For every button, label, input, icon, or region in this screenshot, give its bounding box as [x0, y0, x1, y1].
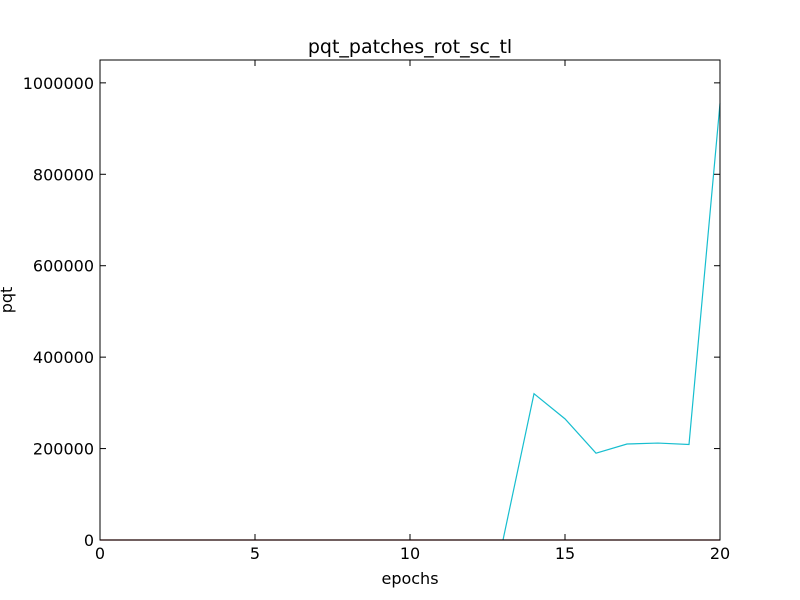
ticks-layer: 0 5 10 15 20 0 200000 400000 600000 800000 1000000 — [23, 60, 730, 563]
y-tick-label: 600000 — [33, 257, 94, 276]
y-tick-label: 800000 — [33, 165, 94, 184]
y-tick-label: 0 — [84, 531, 94, 550]
x-tick-label: 20 — [710, 544, 730, 563]
y-tick-label: 200000 — [33, 440, 94, 459]
y-tick-label: 400000 — [33, 348, 94, 367]
x-axis-title: epochs — [381, 569, 438, 588]
x-tick-label: 5 — [250, 544, 260, 563]
y-tick-label: 1000000 — [23, 74, 94, 93]
chart-title: pqt_patches_rot_sc_tl — [308, 36, 512, 58]
y-axis-title: pqt — [0, 287, 16, 314]
x-tick-label: 0 — [95, 544, 105, 563]
x-tick-label: 15 — [555, 544, 575, 563]
series-line-0 — [502, 103, 721, 541]
x-tick-label: 10 — [400, 544, 420, 563]
plot-frame — [99, 59, 721, 541]
series-layer — [100, 103, 721, 541]
